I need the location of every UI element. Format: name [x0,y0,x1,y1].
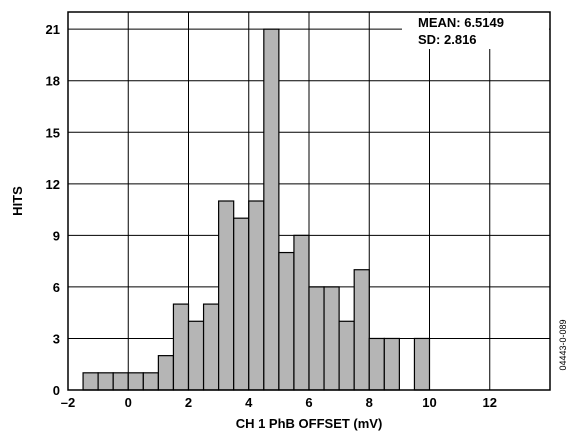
x-axis-label: CH 1 PhB OFFSET (mV) [236,416,383,431]
x-tick-label: 0 [125,395,132,410]
histogram-bar [142,372,159,391]
histogram-bar [233,217,250,391]
histogram-bar [308,286,325,391]
x-tick-labels: –2 0 2 4 6 8 10 12 [61,395,497,410]
histogram-bar [278,251,295,391]
x-tick-label: 12 [483,395,497,410]
histogram-bar [293,234,310,391]
y-tick-label: 6 [53,280,60,295]
y-tick-labels: 0 3 6 9 12 15 18 21 [46,22,60,398]
histogram-bar [202,303,220,391]
histogram-bar [368,337,385,391]
histogram-bar [383,337,400,391]
sd-annotation: SD: 2.816 [418,32,477,47]
histogram-bar [248,200,265,391]
histogram-bar [112,372,129,391]
histogram-bar [187,320,205,391]
x-tick-label: 8 [366,395,373,410]
histogram-bar [157,355,175,391]
y-tick-label: 3 [53,331,60,346]
x-tick-label: 6 [305,395,312,410]
y-tick-label: 18 [46,74,60,89]
y-tick-label: 9 [53,228,60,243]
y-tick-label: 21 [46,22,60,37]
histogram-bar [413,337,431,391]
histogram-bar [263,28,280,391]
histogram-bars [82,28,431,391]
y-tick-label: 15 [46,125,60,140]
histogram-bar [338,320,355,391]
histogram-bar [323,286,340,391]
mean-annotation: MEAN: 6.5149 [418,15,504,30]
x-tick-label: 4 [245,395,253,410]
x-tick-label: 2 [185,395,192,410]
grid-lines [67,12,550,391]
y-tick-label: 0 [53,383,60,398]
histogram-bar [82,372,99,391]
x-tick-label: 10 [422,395,436,410]
x-tick-label: –2 [61,395,75,410]
histogram-bar [172,303,190,391]
plot-frame [67,11,551,391]
histogram-bar [218,200,235,391]
histogram-bar [97,372,114,391]
stats-box [402,13,549,49]
histogram-bar [353,269,370,391]
histogram-bar [127,372,144,391]
figure-id-note: 04443-0-089 [558,319,568,370]
y-axis-label: HITS [10,186,25,216]
y-tick-label: 12 [46,177,60,192]
